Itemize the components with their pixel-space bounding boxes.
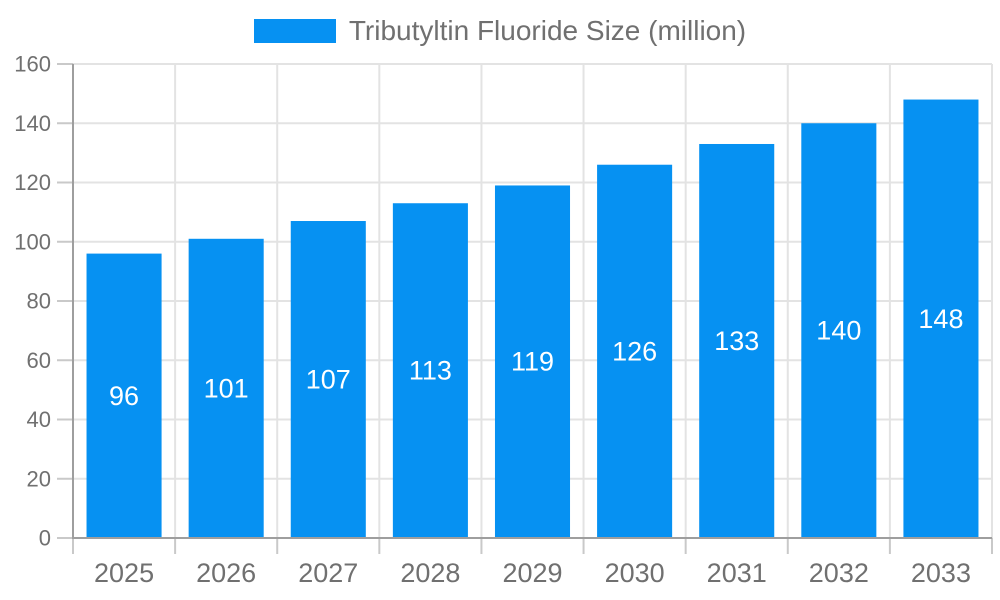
bar-value-label: 119 — [511, 347, 554, 377]
x-tick-label: 2032 — [809, 558, 869, 588]
bar — [801, 123, 877, 537]
bar-value-label: 101 — [204, 373, 249, 403]
bar-value-label: 107 — [306, 365, 351, 395]
bar — [903, 99, 979, 538]
bar — [699, 143, 775, 538]
bar-value-label: 133 — [714, 326, 759, 356]
bar-value-label: 113 — [409, 356, 452, 386]
x-tick-label: 2029 — [502, 558, 562, 588]
y-tick-label: 120 — [14, 170, 51, 195]
bar — [494, 185, 571, 537]
y-tick-label: 140 — [14, 111, 51, 136]
bar-value-label: 140 — [816, 316, 861, 346]
x-tick-label: 2025 — [94, 558, 154, 588]
y-tick-label: 80 — [27, 289, 51, 314]
x-tick-label: 2026 — [196, 558, 256, 588]
y-tick-label: 60 — [27, 348, 51, 373]
bar-value-label: 96 — [109, 381, 139, 411]
y-tick-label: 40 — [27, 407, 51, 432]
bar — [290, 221, 366, 537]
x-tick-label: 2033 — [911, 558, 971, 588]
x-tick-label: 2028 — [400, 558, 460, 588]
x-tick-label: 2031 — [707, 558, 767, 588]
bar — [86, 253, 162, 537]
y-tick-label: 160 — [14, 52, 51, 77]
y-tick-label: 100 — [14, 229, 51, 254]
x-tick-label: 2030 — [605, 558, 665, 588]
bar — [188, 238, 264, 537]
x-tick-label: 2027 — [298, 558, 358, 588]
y-tick-label: 0 — [39, 526, 51, 551]
bar-value-label: 126 — [612, 336, 657, 366]
bar — [392, 203, 468, 538]
bar-value-label: 148 — [918, 304, 963, 334]
y-tick-label: 20 — [27, 466, 51, 491]
bar — [597, 164, 673, 537]
